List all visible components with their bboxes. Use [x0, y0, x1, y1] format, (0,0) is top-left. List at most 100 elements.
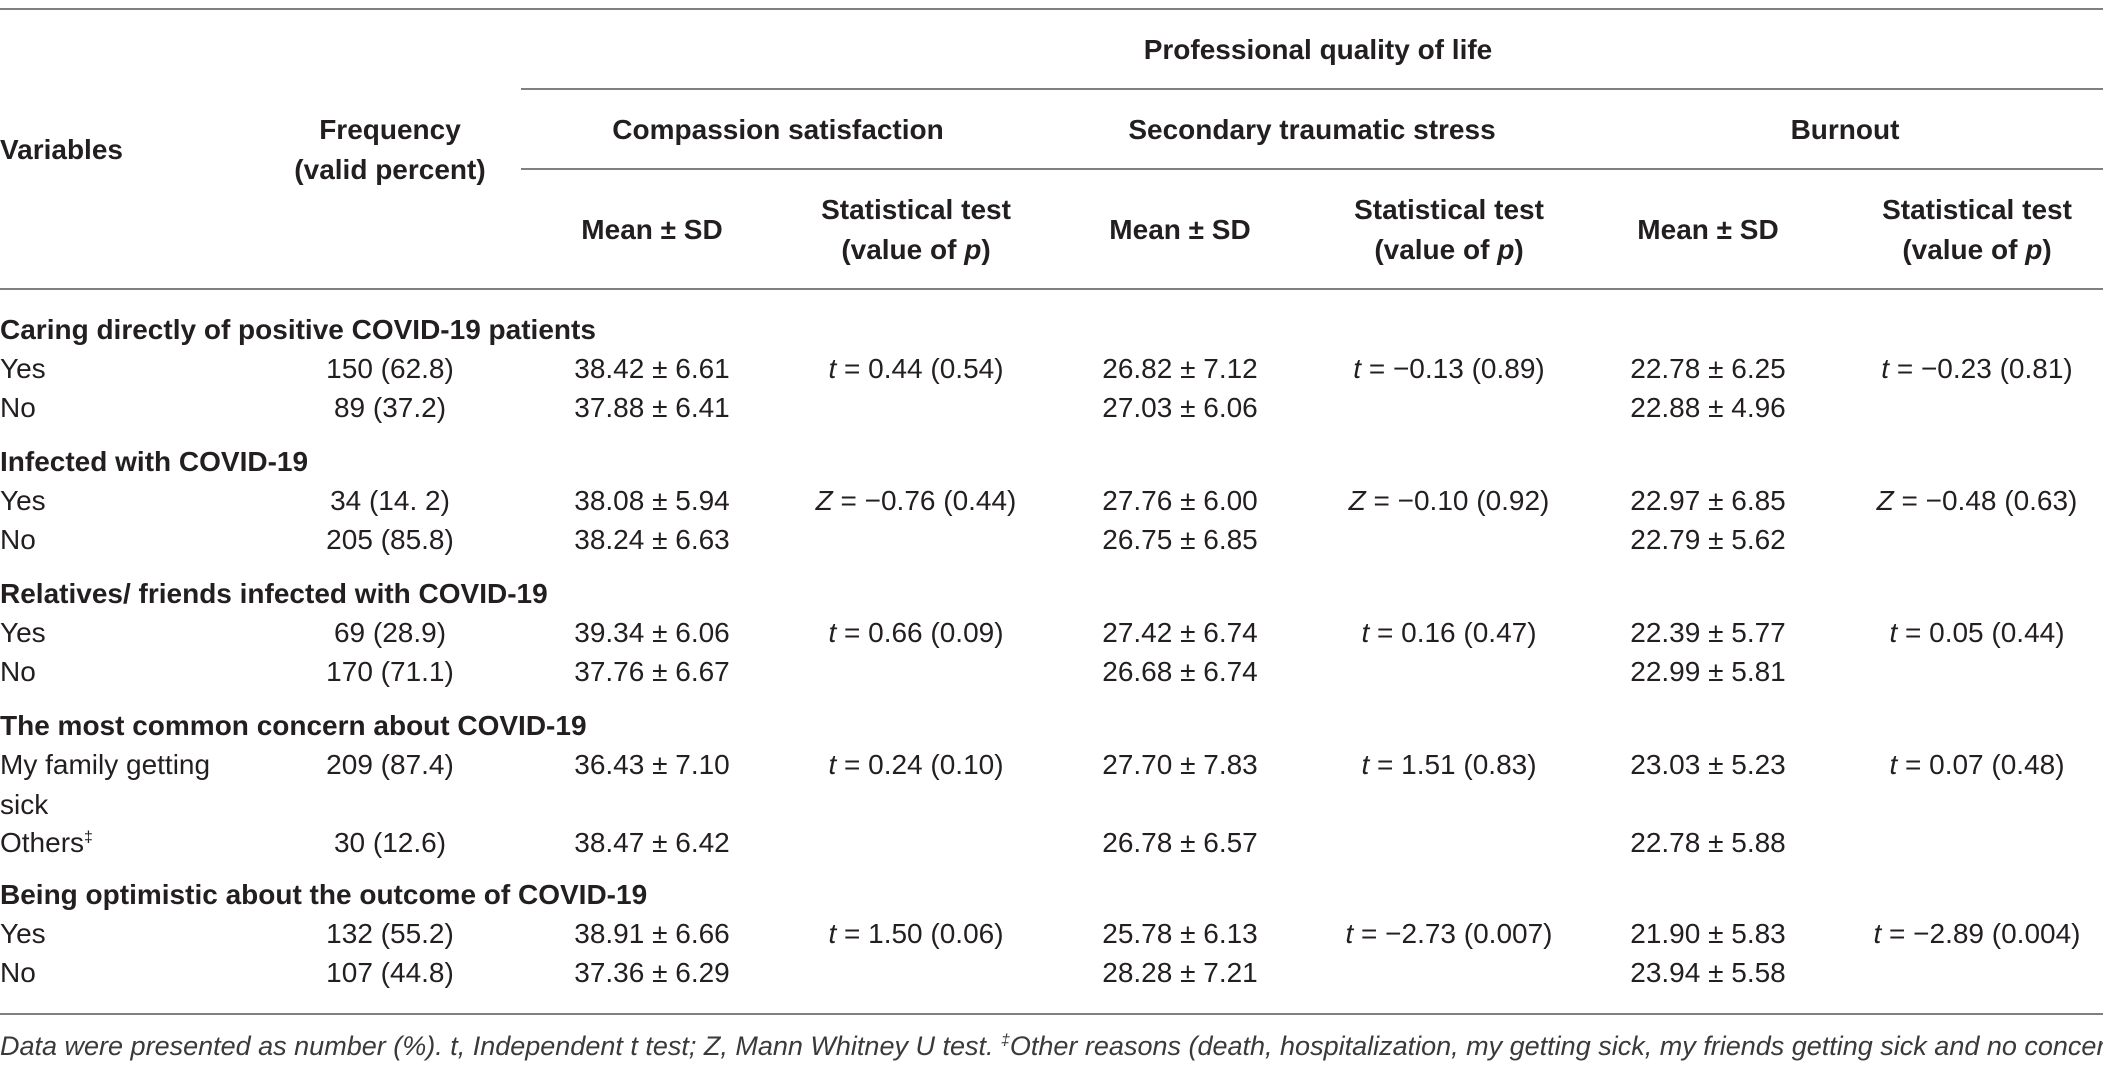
test-symbol: t: [1881, 353, 1890, 384]
header-bottom-rule: [0, 288, 2103, 290]
row-bo-test: t = 0.07 (0.48): [1817, 745, 2103, 785]
test-value: = 1.50 (0.06): [836, 918, 1004, 949]
row-label: No: [0, 520, 36, 560]
row-cs-test: t = 1.50 (0.06): [756, 914, 1076, 954]
test-value: = −2.73 (0.007): [1353, 918, 1553, 949]
header-stat-test-p: p: [964, 234, 982, 265]
header-stat-test-prefix: (value of: [1902, 234, 2026, 265]
row-label: My family getting sick: [0, 745, 210, 825]
row-cs-test: t = 0.66 (0.09): [756, 613, 1076, 653]
header-mean-sd-sts: Mean ± SD: [1109, 214, 1251, 245]
row-cs-mean: 38.91 ± 6.66: [574, 918, 730, 949]
header-stat-test-p: p: [2025, 234, 2043, 265]
header-variables: Variables: [0, 134, 123, 165]
header-stat-test-line2: (value of p): [1817, 230, 2103, 270]
test-symbol: t: [828, 353, 837, 384]
header-stat-test-line1: Statistical test: [1882, 194, 2072, 225]
row-label-text: No: [0, 392, 36, 423]
test-value: = 0.16 (0.47): [1369, 617, 1537, 648]
row-cs-mean: 37.36 ± 6.29: [574, 957, 730, 988]
row-frequency: 107 (44.8): [326, 957, 454, 988]
row-sts-mean: 27.76 ± 6.00: [1102, 485, 1258, 516]
row-cs-test: Z = −0.76 (0.44): [756, 481, 1076, 521]
row-sts-test: t = 1.51 (0.83): [1289, 745, 1609, 785]
row-sts-mean: 27.42 ± 6.74: [1102, 617, 1258, 648]
row-frequency: 209 (87.4): [326, 749, 454, 780]
row-label-text: No: [0, 957, 36, 988]
row-label-text: No: [0, 524, 36, 555]
subgroup-rule: [521, 168, 2103, 170]
row-sts-test: t = −2.73 (0.007): [1289, 914, 1609, 954]
row-cs-mean: 38.24 ± 6.63: [574, 524, 730, 555]
header-stat-test-suffix: ): [2042, 234, 2052, 265]
row-bo-test: Z = −0.48 (0.63): [1817, 481, 2103, 521]
footnote-text2: Other reasons (death, hospitalization, m…: [1009, 1031, 2103, 1061]
test-value: = 0.66 (0.09): [836, 617, 1004, 648]
test-value: = −0.13 (0.89): [1361, 353, 1545, 384]
header-stat-test-bo: Statistical test (value of p): [1817, 190, 2103, 270]
row-label: Others‡: [0, 823, 93, 863]
header-stat-test-suffix: ): [981, 234, 991, 265]
section-title: The most common concern about COVID-19: [0, 710, 587, 741]
test-symbol: t: [1361, 749, 1370, 780]
header-stat-test-sts: Statistical test (value of p): [1289, 190, 1609, 270]
test-value: = −2.89 (0.004): [1881, 918, 2081, 949]
section-title: Caring directly of positive COVID-19 pat…: [0, 314, 596, 345]
group-rule: [521, 88, 2103, 90]
header-stat-test-line2: (value of p): [756, 230, 1076, 270]
row-sts-mean: 28.28 ± 7.21: [1102, 957, 1258, 988]
header-stat-test-cs: Statistical test (value of p): [756, 190, 1076, 270]
footnote-dagger: ‡: [1000, 1032, 1010, 1049]
test-symbol: Z: [1876, 485, 1894, 516]
row-sts-mean: 26.82 ± 7.12: [1102, 353, 1258, 384]
test-symbol: t: [828, 918, 837, 949]
header-stat-test-suffix: ): [1514, 234, 1524, 265]
table-footnote: Data were presented as number (%). t, In…: [0, 1026, 2103, 1066]
row-sts-mean: 27.03 ± 6.06: [1102, 392, 1258, 423]
test-value: = −0.10 (0.92): [1365, 485, 1550, 516]
row-bo-mean: 22.99 ± 5.81: [1630, 656, 1786, 687]
row-label: Yes: [0, 481, 46, 521]
row-sts-test: Z = −0.10 (0.92): [1289, 481, 1609, 521]
header-compassion-satisfaction: Compassion satisfaction: [612, 114, 944, 145]
row-sts-mean: 26.78 ± 6.57: [1102, 827, 1258, 858]
header-stat-test-prefix: (value of: [841, 234, 965, 265]
header-stat-test-prefix: (value of: [1374, 234, 1498, 265]
row-frequency: 205 (85.8): [326, 524, 454, 555]
row-label-dagger: ‡: [84, 829, 93, 846]
row-cs-mean: 37.88 ± 6.41: [574, 392, 730, 423]
section-title: Relatives/ friends infected with COVID-1…: [0, 578, 548, 609]
row-frequency: 132 (55.2): [326, 918, 454, 949]
row-sts-mean: 26.68 ± 6.74: [1102, 656, 1258, 687]
row-bo-mean: 21.90 ± 5.83: [1630, 918, 1786, 949]
row-bo-test: t = 0.05 (0.44): [1817, 613, 2103, 653]
row-bo-mean: 22.88 ± 4.96: [1630, 392, 1786, 423]
row-label-text: No: [0, 656, 36, 687]
row-label-text: Yes: [0, 918, 46, 949]
row-label: Yes: [0, 914, 46, 954]
row-label: Yes: [0, 349, 46, 389]
test-value: = 0.05 (0.44): [1897, 617, 2065, 648]
header-group-title: Professional quality of life: [1143, 34, 1493, 65]
row-bo-mean: 23.03 ± 5.23: [1630, 749, 1786, 780]
row-bo-mean: 23.94 ± 5.58: [1630, 957, 1786, 988]
row-bo-test: t = −2.89 (0.004): [1817, 914, 2103, 954]
test-symbol: t: [1353, 353, 1362, 384]
header-stat-test-line1: Statistical test: [821, 194, 1011, 225]
row-cs-mean: 36.43 ± 7.10: [574, 749, 730, 780]
row-label: No: [0, 652, 36, 692]
header-stat-test-p: p: [1497, 234, 1515, 265]
row-sts-mean: 27.70 ± 7.83: [1102, 749, 1258, 780]
test-symbol: t: [828, 749, 837, 780]
row-label: Yes: [0, 613, 46, 653]
table-top-rule: [0, 8, 2103, 10]
test-symbol: t: [1889, 617, 1898, 648]
header-stat-test-line1: Statistical test: [1354, 194, 1544, 225]
row-frequency: 89 (37.2): [333, 392, 447, 423]
row-bo-test: t = −0.23 (0.81): [1817, 349, 2103, 389]
row-cs-mean: 37.76 ± 6.67: [574, 656, 730, 687]
row-label-text: Yes: [0, 485, 46, 516]
test-value: = 0.44 (0.54): [836, 353, 1004, 384]
header-mean-sd-cs: Mean ± SD: [581, 214, 723, 245]
header-frequency: Frequency (valid percent): [270, 110, 510, 190]
